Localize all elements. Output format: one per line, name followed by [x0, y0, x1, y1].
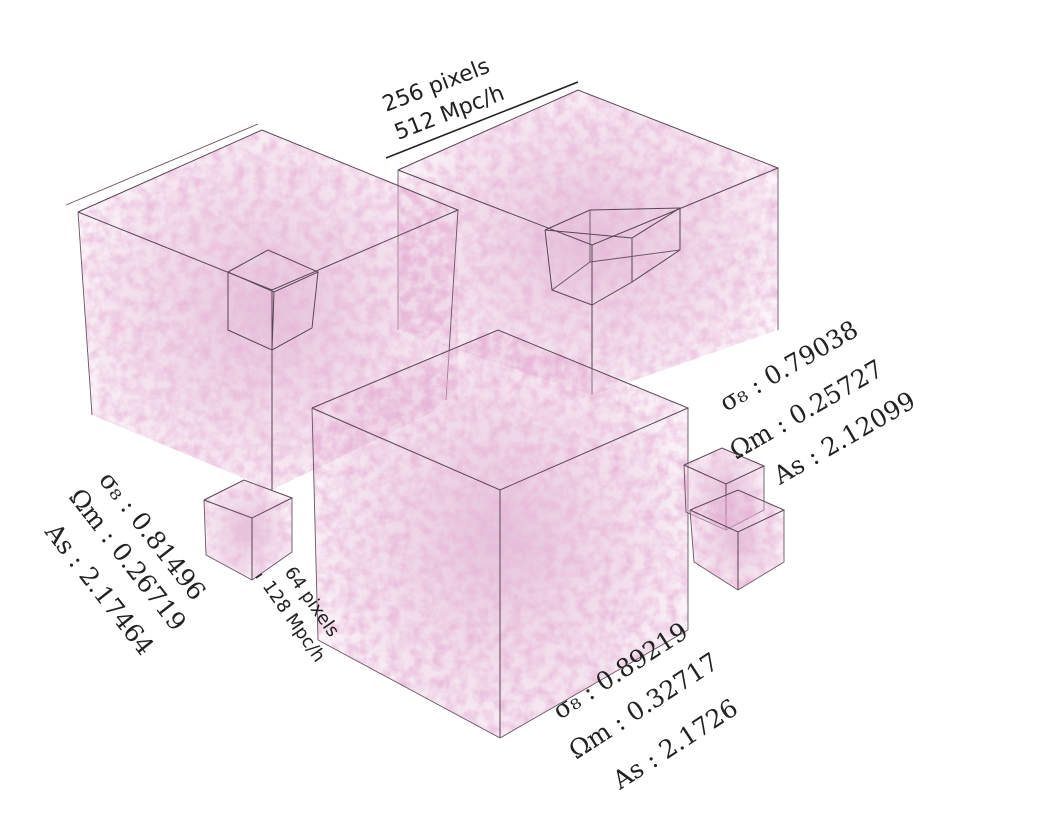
small-cube-right-lower — [689, 489, 786, 591]
cube-front — [311, 329, 690, 739]
cube-back-right — [397, 89, 780, 395]
small-cube-left — [203, 479, 294, 581]
sub-cube-outline-right — [544, 207, 682, 306]
sub-cube-outline-left — [227, 249, 320, 351]
params-left: σ₈ : 0.81496 Ωm : 0.26719 As : 2.17464 — [39, 466, 212, 661]
